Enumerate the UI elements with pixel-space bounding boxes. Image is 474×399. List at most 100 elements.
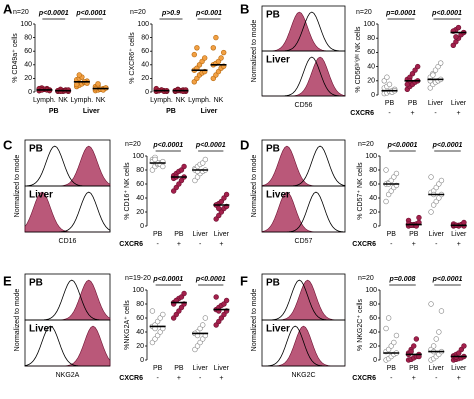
cxcr6-sign: - bbox=[390, 241, 393, 248]
data-point bbox=[213, 294, 219, 300]
data-point bbox=[391, 339, 397, 346]
data-point bbox=[202, 156, 209, 163]
category-label: NK bbox=[214, 97, 224, 104]
data-point bbox=[413, 336, 420, 342]
y-tick-label: 0 bbox=[371, 92, 375, 99]
data-point bbox=[191, 51, 198, 58]
cxcr6-sign: - bbox=[199, 375, 202, 382]
category-label: Lymph. bbox=[71, 97, 94, 104]
histogram-outline bbox=[24, 325, 110, 367]
data-point bbox=[383, 325, 389, 332]
tissue-label: Liver bbox=[266, 190, 290, 201]
tissue-label: PB bbox=[266, 10, 280, 21]
y-tick-label: 100 bbox=[363, 21, 375, 28]
data-point bbox=[432, 67, 439, 73]
y-tick-label: 100 bbox=[20, 21, 32, 28]
y-tick-label: 100 bbox=[137, 21, 149, 28]
category-label: Lymph. bbox=[188, 97, 211, 104]
data-point bbox=[181, 290, 187, 297]
y-tick-label: 60 bbox=[24, 48, 32, 55]
panel-letter: D bbox=[240, 137, 249, 152]
data-point bbox=[393, 332, 400, 339]
data-point bbox=[223, 297, 230, 304]
data-point bbox=[218, 55, 224, 61]
category-label: Liver bbox=[429, 231, 445, 238]
data-point bbox=[210, 45, 217, 51]
y-axis-label: Normalized to mode bbox=[251, 20, 258, 83]
panel-letter: B bbox=[240, 1, 249, 16]
data-point bbox=[213, 34, 219, 41]
y-axis-label: %NKG2A⁺ cells bbox=[124, 300, 131, 350]
category-label: PB bbox=[408, 100, 418, 107]
data-point bbox=[455, 24, 462, 31]
n-label: n=20 bbox=[356, 9, 372, 16]
y-tick-label: 80 bbox=[369, 167, 377, 174]
category-label: NK bbox=[176, 97, 186, 104]
data-point bbox=[412, 67, 418, 73]
p-value: p<0.001 bbox=[195, 10, 222, 17]
data-point bbox=[200, 322, 206, 328]
data-point bbox=[95, 81, 101, 87]
histogram-outline bbox=[262, 56, 346, 97]
y-tick-label: 60 bbox=[367, 49, 375, 56]
cxcr6-sign: - bbox=[156, 241, 159, 248]
y-tick-label: 40 bbox=[369, 195, 377, 202]
tissue-label: PB bbox=[29, 144, 43, 155]
data-point bbox=[221, 49, 227, 56]
y-tick-label: 100 bbox=[365, 153, 377, 160]
category-label: Liver bbox=[193, 365, 209, 372]
y-tick-label: 0 bbox=[145, 89, 149, 96]
data-point bbox=[381, 78, 387, 84]
n-label: n=20 bbox=[358, 275, 374, 282]
data-point bbox=[386, 81, 393, 88]
cxcr6-sign: - bbox=[388, 110, 391, 117]
data-point bbox=[411, 343, 417, 349]
data-point bbox=[404, 81, 410, 88]
panel-letter: E bbox=[3, 273, 12, 288]
cxcr6-sign: - bbox=[390, 375, 393, 382]
data-point bbox=[223, 191, 230, 198]
p-value: p<0.0001 bbox=[432, 142, 463, 149]
data-point bbox=[152, 156, 158, 163]
category-label: Liver bbox=[451, 100, 467, 107]
y-axis-label: % NKG2C⁺ cells bbox=[357, 299, 364, 351]
x-axis-label: CD56 bbox=[295, 102, 313, 109]
category-label: PB bbox=[409, 231, 419, 238]
x-axis-label: CD57 bbox=[295, 238, 313, 245]
data-point bbox=[428, 174, 434, 180]
category-label: Lymph. bbox=[150, 97, 173, 104]
category-label: Lymph. bbox=[33, 97, 56, 104]
tissue-label: Liver bbox=[266, 324, 290, 335]
category-label: PB bbox=[385, 100, 395, 107]
n-label: n=20 bbox=[13, 9, 29, 16]
cxcr6-label: CXCR6 bbox=[119, 241, 143, 248]
data-point bbox=[408, 348, 414, 355]
data-point bbox=[202, 55, 208, 61]
data-point bbox=[76, 72, 82, 78]
y-tick-label: 60 bbox=[136, 181, 144, 188]
y-tick-label: 40 bbox=[136, 195, 144, 202]
y-tick-label: 80 bbox=[369, 301, 377, 308]
n-label: n=20 bbox=[125, 141, 141, 148]
category-label: PB bbox=[387, 365, 397, 372]
category-label: PB bbox=[153, 231, 163, 238]
category-label: PB bbox=[174, 231, 184, 238]
y-tick-label: 40 bbox=[141, 62, 149, 69]
site-label: Liver bbox=[83, 108, 100, 115]
tissue-label: PB bbox=[266, 144, 280, 155]
y-axis-label: % CXCR6⁺ cells bbox=[129, 32, 136, 84]
p-value: p<0.0001 bbox=[387, 142, 418, 149]
y-tick-label: 80 bbox=[136, 301, 144, 308]
panel-letter: F bbox=[240, 273, 248, 288]
data-point bbox=[436, 329, 442, 335]
category-label: NK bbox=[96, 97, 106, 104]
cxcr6-label: CXCR6 bbox=[119, 375, 143, 382]
data-point bbox=[430, 343, 437, 349]
category-label: PB bbox=[153, 365, 163, 372]
data-point bbox=[453, 34, 459, 40]
x-axis-label: NKG2A bbox=[56, 372, 80, 379]
category-label: Liver bbox=[429, 365, 445, 372]
cxcr6-sign: + bbox=[177, 375, 181, 382]
y-axis-label: Normalized to mode bbox=[251, 155, 258, 218]
